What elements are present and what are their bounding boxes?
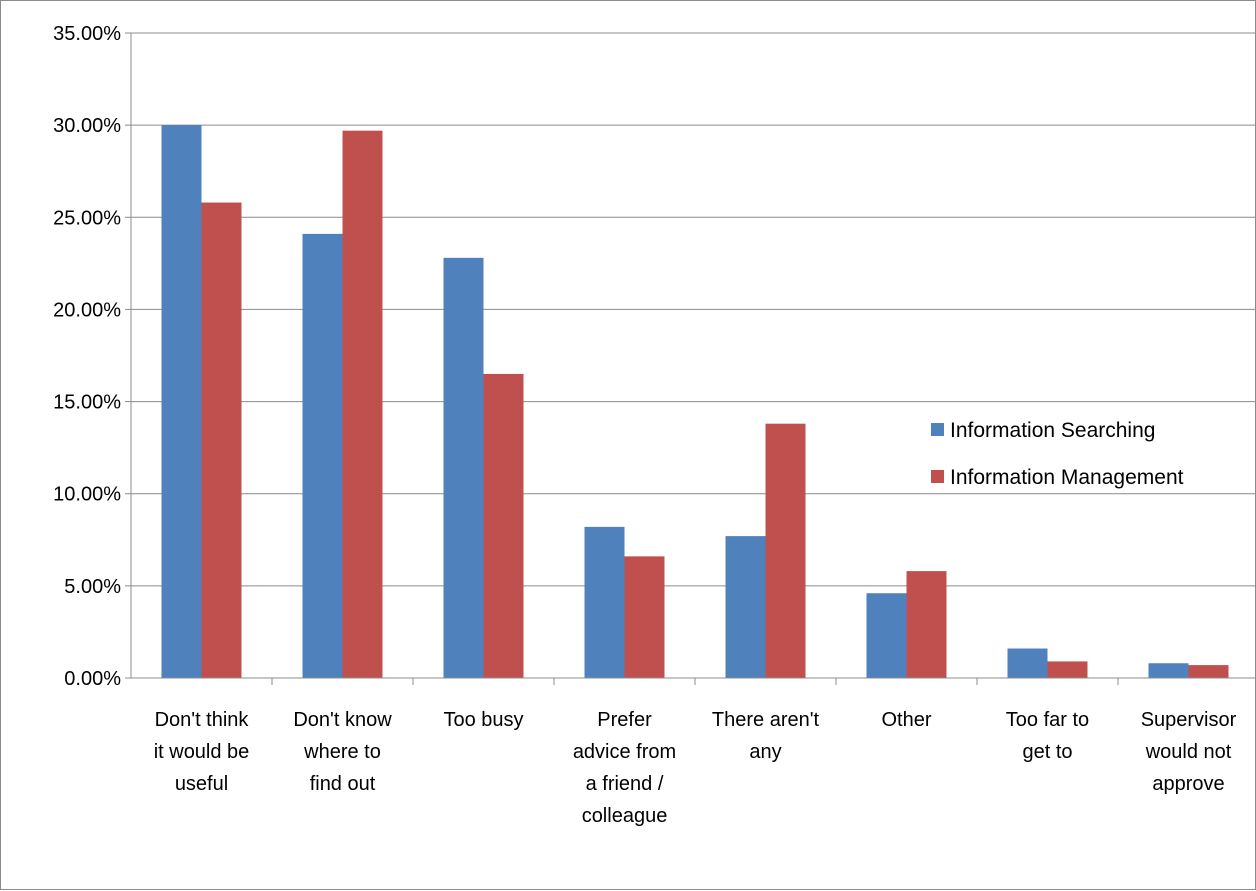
x-category-label: Prefer advice from a friend / colleague	[573, 709, 676, 827]
x-category-label-line: find out	[310, 773, 376, 795]
x-category-label-line: would not	[1145, 741, 1232, 763]
bar-information-searching	[866, 593, 907, 678]
bar-information-searching	[161, 125, 202, 678]
x-category-label-line: Supervisor	[1141, 709, 1237, 731]
x-axis-category-labels: Don't think it would be useful Don't know wh…	[154, 709, 1237, 827]
x-category-label-line: useful	[175, 773, 228, 795]
bar-information-management	[483, 373, 524, 678]
x-category-label-line: any	[749, 741, 781, 763]
y-tick-label: 10.00%	[53, 484, 121, 506]
x-category-label-line: Too far to	[1006, 709, 1089, 731]
y-tick-label: 15.00%	[53, 392, 121, 414]
x-category-label-line: approve	[1152, 773, 1224, 795]
axes	[125, 32, 1256, 685]
bar-information-searching	[302, 233, 343, 678]
x-category-label-line: where to	[303, 741, 381, 763]
x-category-label-line: advice from	[573, 741, 676, 763]
x-category-label: Don't think it would be useful	[154, 709, 250, 795]
x-category-label: Other	[881, 709, 931, 731]
bar-information-management	[765, 423, 806, 678]
bar-information-searching	[1007, 648, 1048, 678]
y-tick-label: 25.00%	[53, 207, 121, 229]
legend-swatch	[931, 470, 944, 483]
y-tick-label: 35.00%	[53, 23, 121, 45]
y-tick-label: 30.00%	[53, 115, 121, 137]
x-category-label-line: Don't think	[155, 709, 250, 731]
x-category-label-line: colleague	[582, 805, 668, 827]
bar-information-management	[201, 202, 242, 679]
legend-label: Information Searching	[950, 419, 1155, 442]
y-axis-tick-labels: 0.00% 5.00% 10.00% 15.00% 20.00% 25.00% 30.00%…	[53, 23, 121, 690]
y-tick-label: 20.00%	[53, 299, 121, 321]
x-category-label: There aren't any	[712, 709, 820, 763]
x-category-label: Don't know where to find out	[293, 709, 392, 795]
legend: Information Searching Information Managem…	[931, 419, 1184, 489]
legend-label: Information Management	[950, 466, 1184, 489]
x-category-label-line: There aren't	[712, 709, 820, 731]
x-category-label-line: it would be	[154, 741, 250, 763]
bar-information-management	[1188, 665, 1229, 678]
bar-information-management	[1047, 661, 1088, 678]
x-category-label-line: Prefer	[597, 709, 652, 731]
bar-information-searching	[1148, 663, 1189, 678]
y-tick-label: 0.00%	[64, 668, 121, 690]
x-category-label: Too far to get to	[1006, 709, 1089, 763]
x-category-label: Too busy	[443, 709, 523, 731]
bars	[161, 125, 1229, 679]
legend-swatch	[931, 423, 944, 436]
bar-information-management	[906, 571, 947, 678]
bar-information-searching	[725, 536, 766, 678]
bar-information-management	[624, 556, 665, 678]
x-category-label-line: a friend /	[586, 773, 664, 795]
gridlines	[131, 32, 1256, 587]
bar-information-searching	[443, 257, 484, 678]
bar-information-searching	[584, 526, 625, 678]
x-category-label-line: Don't know	[293, 709, 392, 731]
y-tick-label: 5.00%	[64, 576, 121, 598]
x-category-label-line: Other	[881, 709, 931, 731]
x-category-label: Supervisor would not approve	[1141, 709, 1237, 795]
x-category-label-line: get to	[1022, 741, 1072, 763]
x-category-label-line: Too busy	[443, 709, 523, 731]
bar-information-management	[342, 130, 383, 678]
